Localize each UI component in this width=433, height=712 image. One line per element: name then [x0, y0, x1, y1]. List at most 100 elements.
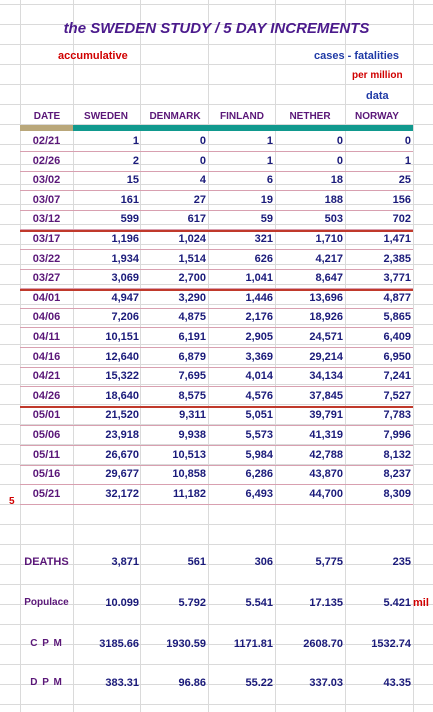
value-cell-nether: 18,926 — [309, 311, 343, 324]
value-cell-denmark: 1,024 — [178, 233, 206, 245]
grid-hline — [0, 344, 433, 345]
value-cell-norway: 6,950 — [383, 350, 411, 363]
grid-hline — [0, 84, 433, 85]
value-cell-denmark: 4 — [199, 174, 206, 187]
row-divider — [20, 503, 413, 505]
value-cell-nether: 43,870 — [309, 468, 343, 481]
value-cell-nether: 37,845 — [309, 389, 343, 402]
row-divider — [20, 229, 413, 231]
data-label: data — [366, 90, 389, 102]
value-cell-denmark: 10,513 — [172, 448, 206, 461]
summary-value-denmark: 5.792 — [178, 597, 206, 609]
value-cell-finland: 4,014 — [245, 370, 273, 383]
summary-value-nether: 5,775 — [315, 556, 343, 568]
value-cell-finland: 5,573 — [245, 429, 273, 441]
grid-hline — [0, 624, 433, 625]
date-cell: 04/26 — [32, 389, 61, 402]
value-cell-sweden: 15 — [126, 174, 139, 187]
value-cell-finland: 5,051 — [245, 409, 273, 422]
row-divider — [20, 151, 413, 152]
date-cell: 05/16 — [32, 468, 61, 481]
value-cell-norway: 7,996 — [383, 429, 411, 441]
cases-fatalities-label: cases - fatalities — [314, 50, 399, 62]
summary-value-finland: 1171.81 — [233, 638, 273, 650]
summary-value-finland: 55.22 — [245, 677, 273, 689]
value-cell-denmark: 9,311 — [179, 409, 206, 422]
date-cell: 05/21 — [32, 487, 61, 500]
date-cell: 04/01 — [32, 291, 61, 304]
column-header-date: DATE — [33, 111, 61, 122]
value-cell-sweden: 4,947 — [111, 291, 139, 304]
row-divider — [20, 366, 413, 368]
accumulative-label: accumulative — [58, 50, 128, 62]
value-cell-denmark: 1,514 — [178, 252, 206, 265]
grid-hline — [0, 544, 433, 545]
value-cell-norway: 0 — [404, 135, 411, 147]
value-cell-norway: 25 — [398, 174, 411, 187]
row-divider — [20, 464, 413, 466]
value-cell-norway: 4,877 — [383, 291, 411, 304]
value-cell-norway: 6,409 — [383, 331, 411, 343]
group-separator — [20, 288, 413, 291]
grid-hline — [0, 324, 433, 325]
value-cell-denmark: 617 — [187, 213, 206, 226]
value-cell-nether: 0 — [336, 135, 343, 147]
date-cell: 04/16 — [32, 350, 61, 363]
per-million-label: per million — [352, 70, 403, 81]
value-cell-denmark: 3,290 — [178, 291, 206, 304]
value-cell-norway: 5,865 — [383, 311, 411, 324]
value-cell-norway: 1,471 — [383, 233, 411, 245]
date-cell: 02/21 — [32, 135, 61, 147]
summary-value-norway: 1532.74 — [371, 638, 411, 650]
grid-hline — [0, 44, 433, 45]
value-cell-nether: 44,700 — [309, 487, 343, 500]
summary-value-nether: 17.135 — [309, 597, 343, 609]
row-divider — [20, 288, 413, 290]
column-header-norway: NORWAY — [355, 111, 399, 122]
grid-hline — [0, 704, 433, 705]
grid-hline — [0, 4, 433, 5]
value-cell-denmark: 6,879 — [178, 350, 206, 363]
value-cell-nether: 13,696 — [309, 291, 343, 304]
grid-hline — [0, 304, 433, 305]
date-cell: 05/06 — [32, 429, 61, 441]
summary-value-nether: 2608.70 — [303, 638, 343, 650]
header-accent-bar — [73, 125, 413, 131]
value-cell-norway: 3,771 — [383, 272, 411, 285]
date-cell: 03/22 — [32, 252, 61, 265]
value-cell-sweden: 2 — [132, 154, 139, 167]
summary-value-finland: 5.541 — [245, 597, 273, 609]
value-cell-finland: 1,446 — [245, 291, 273, 304]
row-divider — [20, 190, 413, 192]
value-cell-sweden: 15,322 — [105, 370, 139, 383]
grid-hline — [0, 584, 433, 585]
grid-hline — [0, 384, 433, 385]
value-cell-nether: 29,214 — [309, 350, 343, 363]
date-cell: 04/11 — [33, 331, 60, 343]
value-cell-denmark: 2,700 — [178, 272, 206, 285]
value-cell-finland: 321 — [254, 233, 273, 245]
summary-value-denmark: 1930.59 — [166, 638, 206, 650]
row-divider — [20, 327, 413, 329]
value-cell-sweden: 12,640 — [105, 350, 139, 363]
summary-value-sweden: 3185.66 — [99, 638, 139, 650]
summary-label: DEATHS — [24, 556, 69, 568]
value-cell-sweden: 7,206 — [111, 311, 139, 324]
row-divider — [20, 170, 413, 172]
row-divider — [20, 484, 413, 486]
value-cell-sweden: 1,196 — [111, 233, 139, 245]
value-cell-finland: 6,286 — [245, 468, 273, 481]
row-divider — [20, 209, 413, 211]
date-cell: 05/01 — [32, 409, 61, 422]
value-cell-norway: 7,241 — [383, 370, 411, 383]
value-cell-nether: 8,647 — [315, 272, 343, 285]
value-cell-nether: 24,571 — [309, 331, 343, 343]
value-cell-sweden: 26,670 — [105, 448, 139, 461]
value-cell-nether: 0 — [336, 154, 343, 167]
summary-value-denmark: 561 — [187, 556, 206, 568]
summary-label: D P M — [30, 677, 63, 688]
value-cell-denmark: 9,938 — [178, 429, 206, 441]
value-cell-sweden: 1 — [132, 135, 139, 147]
row-divider — [20, 445, 413, 446]
